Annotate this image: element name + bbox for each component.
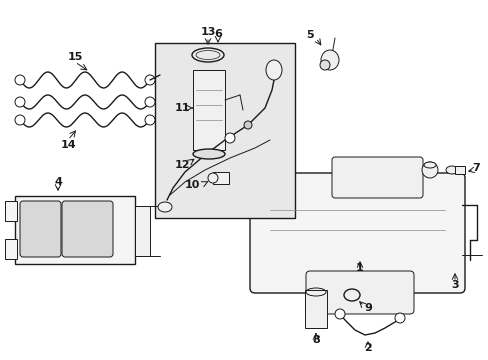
Ellipse shape (423, 162, 435, 168)
Text: 6: 6 (214, 29, 222, 39)
Bar (5, 239, 17, 259)
Text: 14: 14 (60, 140, 76, 150)
Circle shape (145, 115, 155, 125)
Ellipse shape (319, 60, 329, 70)
Circle shape (15, 115, 25, 125)
Text: 5: 5 (305, 30, 313, 40)
Circle shape (224, 133, 235, 143)
Circle shape (421, 162, 437, 178)
Bar (193, 70, 224, 150)
Text: 2: 2 (364, 343, 371, 353)
Ellipse shape (320, 50, 338, 70)
Text: 13: 13 (200, 27, 215, 37)
Text: 8: 8 (311, 335, 319, 345)
Circle shape (244, 121, 251, 129)
Ellipse shape (265, 60, 282, 80)
Text: 11: 11 (174, 103, 189, 113)
Text: 3: 3 (450, 280, 458, 290)
FancyBboxPatch shape (62, 201, 113, 257)
Circle shape (145, 97, 155, 107)
Bar (5, 201, 17, 221)
Bar (155, 43, 294, 218)
Bar (135, 206, 150, 256)
Bar (15, 196, 135, 264)
Ellipse shape (158, 202, 172, 212)
Text: 1: 1 (355, 263, 363, 273)
Circle shape (394, 313, 404, 323)
Text: 15: 15 (67, 52, 82, 62)
Text: 7: 7 (471, 163, 479, 173)
FancyBboxPatch shape (249, 173, 464, 293)
Text: 12: 12 (174, 160, 189, 170)
Circle shape (15, 97, 25, 107)
Text: 10: 10 (184, 180, 199, 190)
Circle shape (207, 173, 218, 183)
Circle shape (15, 75, 25, 85)
Bar (305, 290, 326, 328)
FancyBboxPatch shape (331, 157, 422, 198)
FancyBboxPatch shape (305, 271, 413, 314)
Bar (454, 166, 464, 174)
Text: 4: 4 (54, 177, 62, 187)
Bar (213, 172, 228, 184)
Circle shape (334, 309, 345, 319)
Ellipse shape (445, 166, 457, 174)
Ellipse shape (193, 149, 224, 159)
FancyBboxPatch shape (20, 201, 61, 257)
Circle shape (145, 75, 155, 85)
Text: 9: 9 (364, 303, 371, 313)
